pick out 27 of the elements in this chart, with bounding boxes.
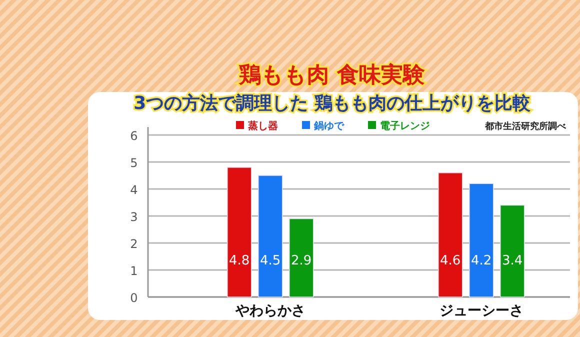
- data-label: 4.5: [260, 254, 281, 269]
- bar: [226, 167, 252, 298]
- data-label: 2.9: [291, 254, 312, 269]
- y-tick-label: 6: [130, 129, 138, 143]
- data-label: 4.2: [471, 254, 492, 269]
- legend-label: 電子レンジ: [380, 120, 430, 132]
- legend-label: 鍋ゆで: [313, 120, 345, 132]
- text: 都市生活研究所調べ: [484, 121, 567, 132]
- bar: [438, 172, 463, 298]
- y-tick-label: 3: [130, 210, 138, 224]
- y-tick-label: 2: [130, 237, 138, 251]
- bar: [500, 204, 525, 298]
- data-label: 4.8: [229, 254, 250, 269]
- x-tick-label: ジューシーさ: [439, 303, 524, 319]
- legend-label: 蒸し器: [247, 120, 278, 132]
- data-label: 3.4: [502, 254, 523, 269]
- data-label: 4.6: [440, 254, 461, 269]
- y-tick-label: 1: [130, 264, 138, 278]
- y-tick-label: 5: [130, 156, 138, 170]
- bar: [288, 218, 314, 298]
- chart-title: 鶏もも肉 食味実験: [238, 62, 426, 88]
- x-tick-label: やわらかさ: [234, 303, 306, 319]
- y-tick-label: 4: [130, 183, 138, 197]
- chart-subtitle: 3つの方法で調理した 鶏もも肉の仕上がりを比較: [134, 93, 532, 114]
- bar: [468, 183, 494, 298]
- y-tick-label: 0: [130, 291, 138, 305]
- bar: [258, 175, 283, 298]
